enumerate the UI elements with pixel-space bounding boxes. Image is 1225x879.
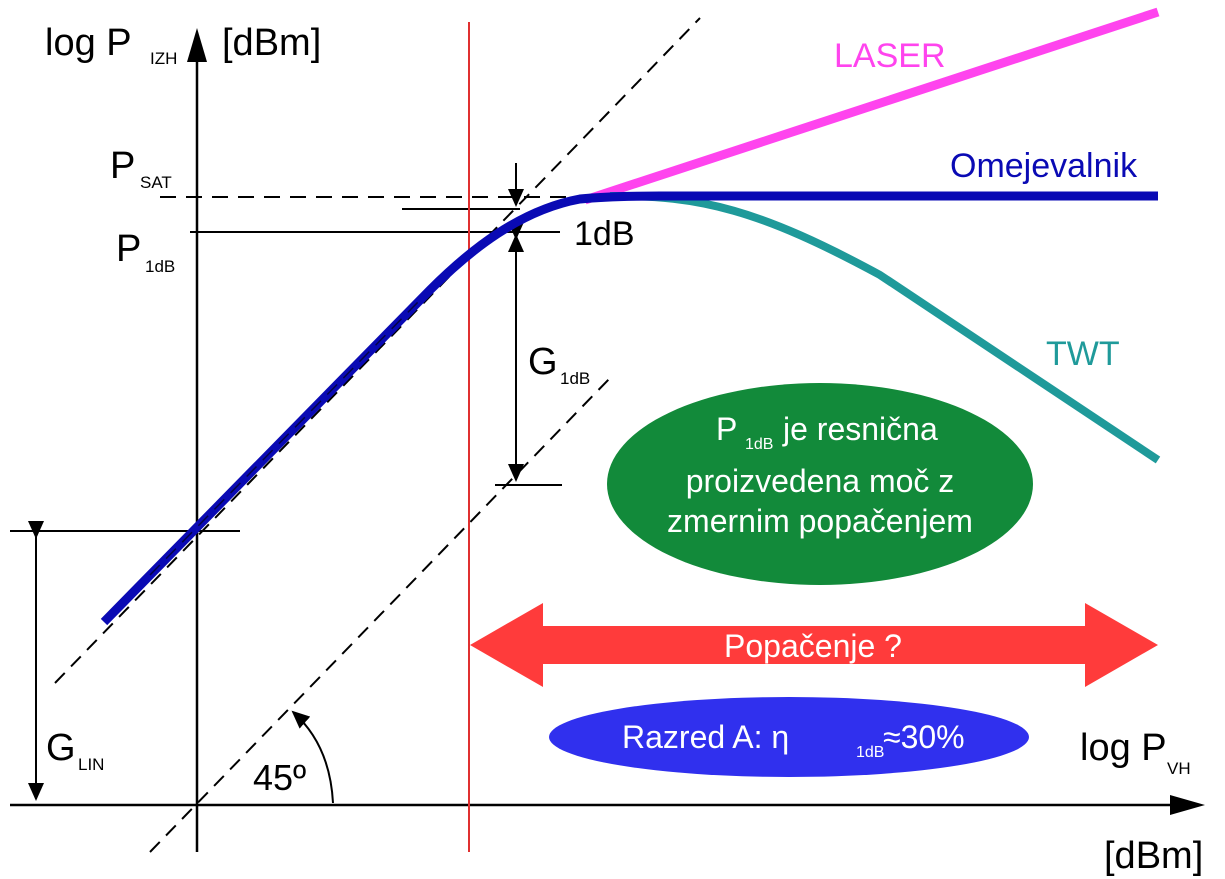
distortion-arrow-shape xyxy=(470,603,1158,687)
p1db-note-line3: zmernim popačenjem xyxy=(667,503,973,539)
p1db-note-sub: 1dB xyxy=(745,436,773,453)
distortion-label: Popačenje ? xyxy=(724,628,902,664)
p1db-label-sub: 1dB xyxy=(145,257,175,276)
g1db-label: G xyxy=(528,341,558,383)
class-a-text: Razred A: η xyxy=(622,719,789,755)
y-axis-unit: [dBm] xyxy=(222,22,321,64)
p1db-note-bubble xyxy=(607,383,1033,585)
y-axis-label-text: log P xyxy=(45,22,132,64)
x-axis-label: log P VH [dBm] xyxy=(1080,727,1203,877)
glin-label-sub: LIN xyxy=(78,755,104,774)
x-axis-unit: [dBm] xyxy=(1104,835,1203,877)
y-axis-arrowhead xyxy=(187,28,207,62)
y-axis-label: log P IZH [dBm] xyxy=(45,22,321,68)
y-axis-label-sub: IZH xyxy=(150,49,177,68)
limiter-label: Omejevalnik xyxy=(950,147,1138,185)
laser-curve xyxy=(583,7,1160,205)
laser-label: LASER xyxy=(834,37,946,75)
class-a-sub: 1dB xyxy=(856,744,884,761)
psat-label: P xyxy=(110,145,135,187)
p1db-note-line2: proizvedena moč z xyxy=(686,463,955,499)
linear-extrapolation-line xyxy=(54,17,701,684)
class-a-badge: Razred A: η 1dB ≈30% xyxy=(549,697,1029,777)
limiter-curve xyxy=(100,191,1158,626)
p1db-note: P 1dB je resnična proizvedena moč z zmer… xyxy=(607,383,1033,585)
p1db-label: P xyxy=(116,228,141,270)
limiter-curve-dash-overlay xyxy=(149,299,421,576)
g1db-label-sub: 1dB xyxy=(560,369,590,388)
class-a-value: ≈30% xyxy=(883,719,965,755)
angle-45-label: 45º xyxy=(253,757,306,798)
distortion-arrow: Popačenje ? xyxy=(470,603,1158,687)
x-axis-label-sub: VH xyxy=(1167,759,1191,778)
p1db-note-line1: je resnična xyxy=(782,411,938,447)
x-axis-arrowhead xyxy=(1170,795,1205,815)
svg-text:log P: log P xyxy=(45,22,132,64)
glin-label: G xyxy=(46,727,76,769)
angle-45-arc xyxy=(291,710,334,804)
class-a-bubble xyxy=(549,697,1029,777)
x-axis-label-text: log P xyxy=(1080,727,1167,769)
one-db-label: 1dB xyxy=(574,215,635,253)
twt-label: TWT xyxy=(1046,335,1120,373)
psat-label-sub: SAT xyxy=(140,173,172,192)
p1db-note-p: P xyxy=(716,411,737,447)
offset-45-degree-line xyxy=(149,375,613,853)
